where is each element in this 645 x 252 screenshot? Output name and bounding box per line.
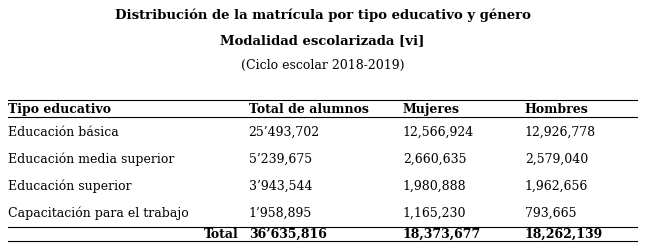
Text: Hombres: Hombres xyxy=(525,103,588,116)
Text: (Ciclo escolar 2018-2019): (Ciclo escolar 2018-2019) xyxy=(241,59,404,72)
Text: 5’239,675: 5’239,675 xyxy=(248,152,312,165)
Text: 12,926,778: 12,926,778 xyxy=(525,125,596,138)
Text: 1,165,230: 1,165,230 xyxy=(402,206,466,219)
Text: Total: Total xyxy=(204,227,239,240)
Text: Tipo educativo: Tipo educativo xyxy=(8,103,111,116)
Text: Educación media superior: Educación media superior xyxy=(8,152,174,165)
Text: 2,660,635: 2,660,635 xyxy=(402,152,466,165)
Text: 3’943,544: 3’943,544 xyxy=(248,179,312,192)
Text: 25’493,702: 25’493,702 xyxy=(248,125,320,138)
Text: 18,262,139: 18,262,139 xyxy=(525,227,603,240)
Text: Educación básica: Educación básica xyxy=(8,125,119,138)
Text: 1,980,888: 1,980,888 xyxy=(402,179,466,192)
Text: 793,665: 793,665 xyxy=(525,206,576,219)
Text: Distribución de la matrícula por tipo educativo y género: Distribución de la matrícula por tipo ed… xyxy=(115,9,530,22)
Text: 2,579,040: 2,579,040 xyxy=(525,152,588,165)
Text: 18,373,677: 18,373,677 xyxy=(402,227,481,240)
Text: 1’958,895: 1’958,895 xyxy=(248,206,312,219)
Text: Mujeres: Mujeres xyxy=(402,103,460,116)
Text: Total de alumnos: Total de alumnos xyxy=(248,103,368,116)
Text: 36’635,816: 36’635,816 xyxy=(248,227,326,240)
Text: Capacitación para el trabajo: Capacitación para el trabajo xyxy=(8,206,188,219)
Text: 1,962,656: 1,962,656 xyxy=(525,179,588,192)
Text: Modalidad escolarizada [vi]: Modalidad escolarizada [vi] xyxy=(221,34,424,47)
Text: Educación superior: Educación superior xyxy=(8,179,132,192)
Text: 12,566,924: 12,566,924 xyxy=(402,125,474,138)
